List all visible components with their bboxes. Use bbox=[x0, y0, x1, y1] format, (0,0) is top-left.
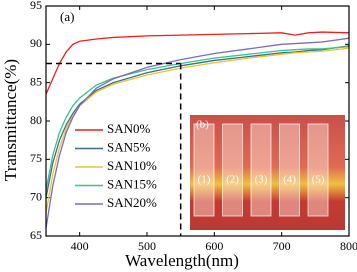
tube-label: (4) bbox=[283, 174, 296, 186]
y-tick-label: 65 bbox=[30, 228, 42, 242]
y-tick-label: 70 bbox=[30, 189, 42, 203]
tube bbox=[307, 123, 329, 217]
y-tick-label: 75 bbox=[30, 151, 42, 165]
tube bbox=[279, 123, 300, 217]
x-tick-label: 700 bbox=[273, 239, 291, 253]
tube-label: (1) bbox=[198, 174, 211, 186]
line bbox=[45, 45, 350, 191]
legend-label: SAN20% bbox=[107, 195, 157, 210]
tube-label: (2) bbox=[226, 174, 239, 186]
y-tick-label: 80 bbox=[30, 113, 42, 127]
legend-label: SAN0% bbox=[107, 121, 151, 136]
x-tick-label: 400 bbox=[71, 239, 89, 253]
line bbox=[45, 31, 350, 95]
tube-label: (3) bbox=[255, 174, 268, 186]
y-tick-label: 85 bbox=[30, 74, 42, 88]
tube bbox=[193, 123, 215, 217]
annotation: (a) bbox=[60, 9, 74, 24]
inset-photo bbox=[190, 115, 345, 230]
tube bbox=[222, 123, 243, 217]
x-tick-label: 600 bbox=[205, 239, 223, 253]
legend-label: SAN5% bbox=[107, 139, 151, 154]
inset-label: (b) bbox=[196, 119, 209, 131]
x-axis-label: Wavelength(nm) bbox=[125, 251, 239, 270]
x-tick-label: 500 bbox=[138, 239, 156, 253]
plot-frame bbox=[45, 5, 350, 237]
line bbox=[45, 47, 350, 214]
legend-label: SAN10% bbox=[107, 158, 157, 173]
tube-label: (5) bbox=[312, 174, 325, 186]
y-tick-label: 95 bbox=[30, 0, 42, 12]
y-axis-label: Transmittance(%) bbox=[1, 59, 20, 181]
x-tick-label: 800 bbox=[340, 239, 357, 253]
y-tick-label: 90 bbox=[30, 36, 42, 50]
legend-label: SAN15% bbox=[107, 176, 157, 191]
line bbox=[45, 45, 350, 198]
tube bbox=[250, 123, 272, 217]
line bbox=[45, 37, 350, 229]
